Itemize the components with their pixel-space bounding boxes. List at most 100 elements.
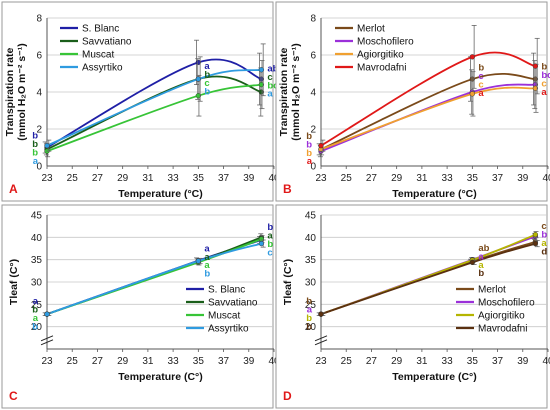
significance-letter: c <box>478 79 483 90</box>
x-tick-label: 25 <box>67 173 79 184</box>
x-tick-label: 23 <box>315 173 327 184</box>
y-axis-title-line: Transpiration rate <box>4 48 16 137</box>
series-line <box>320 51 536 147</box>
y-tick-label: 30 <box>31 278 43 289</box>
significance-letter: a <box>267 89 273 100</box>
panel-frame <box>275 1 548 202</box>
significance-letter: ab <box>478 243 489 254</box>
y-tick-label: 0 <box>36 162 42 173</box>
axis-break-mark <box>40 335 54 342</box>
x-tick-label: 37 <box>218 173 230 184</box>
y-tick-label: 8 <box>310 14 316 25</box>
data-point <box>532 76 539 82</box>
significance-letter: ab <box>267 63 278 74</box>
legend-label: Mavrodafni <box>478 324 527 335</box>
x-tick-label: 37 <box>492 173 504 184</box>
y-tick-label: 40 <box>31 233 43 244</box>
significance-letter: b <box>204 86 210 97</box>
data-point <box>469 91 475 97</box>
x-tick-label: 37 <box>492 356 504 367</box>
x-tick-label: 35 <box>193 356 205 367</box>
data-point <box>318 143 324 149</box>
x-tick-label: 29 <box>117 356 129 367</box>
x-tick-label: 29 <box>391 356 403 367</box>
y-tick-label: 4 <box>36 88 42 99</box>
x-tick-label: 29 <box>117 173 129 184</box>
significance-letter: a <box>33 313 39 324</box>
y-tick-label: 6 <box>36 51 42 62</box>
significance-letter: c <box>541 78 546 89</box>
data-point <box>258 67 265 73</box>
data-point <box>469 54 475 60</box>
panel-label: D <box>283 389 292 403</box>
legend-label: S. Blanc <box>208 285 245 296</box>
data-point <box>258 89 265 95</box>
significance-letter: b <box>306 139 312 150</box>
significance-letter: b <box>541 230 547 241</box>
significance-letter: b <box>306 296 312 307</box>
significance-letter: c <box>478 71 483 82</box>
axis-break-mark <box>314 339 328 346</box>
x-tick-label: 39 <box>517 173 529 184</box>
x-tick-label: 31 <box>142 173 154 184</box>
data-point <box>318 311 324 317</box>
legend-label: Assyrtiko <box>82 63 123 74</box>
data-point <box>532 63 539 69</box>
panel-label: B <box>283 182 292 196</box>
data-point <box>532 232 539 238</box>
legend-label: S. Blanc <box>82 24 119 35</box>
x-axis-title: Temperature (°C) <box>118 188 203 200</box>
significance-letter: c <box>267 247 272 258</box>
series-line <box>320 86 536 151</box>
y-tick-label: 35 <box>305 255 317 266</box>
data-point <box>532 85 539 91</box>
significance-letter: b <box>204 70 210 81</box>
legend-label: Agiorgitiko <box>357 50 404 61</box>
series-line <box>320 242 536 316</box>
y-tick-label: 20 <box>305 322 317 333</box>
legend-label: Merlot <box>478 285 506 296</box>
chart-panel-a: 0 2 4 6 8 23 25 27 29 31 33 35 37 39 40 Temperature (°C… <box>1 1 280 202</box>
x-tick-label: 40 <box>268 173 280 184</box>
y-tick-label: 8 <box>36 14 42 25</box>
legend-label: Mavrodafni <box>357 63 406 74</box>
significance-letter: a <box>541 238 547 249</box>
legend-label: Savvatiano <box>82 37 132 48</box>
x-tick-label: 29 <box>391 173 403 184</box>
data-point <box>195 59 201 66</box>
data-point <box>195 76 201 82</box>
series-line <box>320 72 536 151</box>
series-line <box>46 58 262 149</box>
significance-letter: a <box>33 296 39 307</box>
y-axis-title: Transpiration rate(mmol H₂O m⁻² s⁻¹) <box>278 43 302 140</box>
x-tick-label: 37 <box>218 356 230 367</box>
x-tick-label: 33 <box>442 173 454 184</box>
x-tick-label: 35 <box>467 356 479 367</box>
series-line <box>46 83 262 153</box>
x-tick-label: 23 <box>41 356 53 367</box>
legend-label: Moschofilero <box>357 37 414 48</box>
y-axis-title: Transpiration rate(mmol H₂O m⁻² s⁻¹) <box>4 43 28 140</box>
x-tick-label: 33 <box>442 356 454 367</box>
x-tick-label: 25 <box>341 173 353 184</box>
chart-panel-c: 20 25 30 35 40 45 23 25 27 29 31 33 35 37 39 40 Temperat… <box>1 204 280 409</box>
significance-letter: a <box>204 61 210 72</box>
y-axis-title-line: (mmol H₂O m⁻² s⁻¹) <box>290 43 302 140</box>
significance-letter: a <box>478 260 484 271</box>
significance-letter: b <box>32 139 38 150</box>
x-tick-label: 25 <box>67 356 79 367</box>
y-axis-title: Tleaf (C°) <box>8 259 20 305</box>
significance-letter: b <box>204 269 210 280</box>
x-tick-label: 39 <box>517 356 529 367</box>
significance-letter: a <box>267 230 273 241</box>
y-tick-label: 30 <box>305 278 317 289</box>
significance-letter: b <box>267 239 273 250</box>
significance-letter: b <box>306 322 312 333</box>
x-tick-label: 31 <box>142 356 154 367</box>
legend-label: Assyrtiko <box>208 324 249 335</box>
x-tick-label: 39 <box>243 173 255 184</box>
significance-letter: a <box>33 156 39 167</box>
chart-panel-d: 20 25 30 35 40 45 23 25 27 29 31 33 35 37 39 40 Temperat… <box>275 204 550 409</box>
significance-letter: b <box>306 148 312 159</box>
